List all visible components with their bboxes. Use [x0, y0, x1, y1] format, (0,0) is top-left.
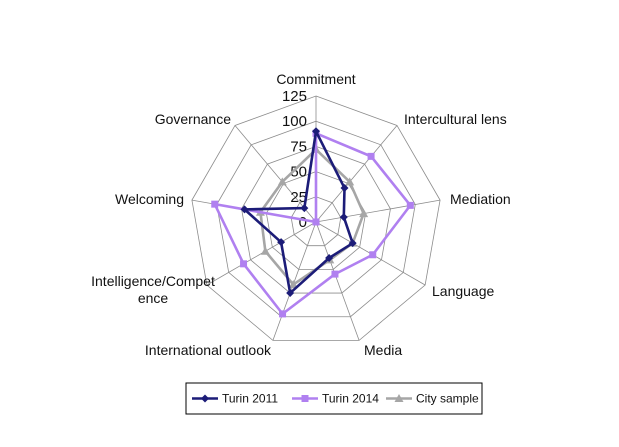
- legend-label: Turin 2011: [222, 392, 278, 406]
- grid-spoke: [206, 221, 317, 286]
- legend-item: Turin 2014: [292, 392, 379, 406]
- data-point: [260, 246, 270, 255]
- legend-label: City sample: [416, 392, 479, 406]
- grid-ring: [241, 145, 391, 294]
- series-line: [243, 129, 354, 295]
- legend: Turin 2011 Turin 2014 City sample: [185, 382, 483, 415]
- data-point: [367, 152, 375, 160]
- grid-ring: [290, 196, 342, 247]
- data-point: [394, 394, 404, 402]
- radial-tick-labels: 0 25 50 75 100 125: [282, 88, 307, 231]
- data-point: [345, 177, 355, 186]
- category-label: Commitment: [276, 71, 355, 87]
- data-point: [279, 310, 287, 318]
- data-point: [201, 394, 209, 403]
- tick-label: 50: [290, 164, 307, 181]
- category-label: Intercultural lens: [404, 111, 507, 127]
- tick-label: 0: [299, 214, 307, 231]
- category-labels: Commitment Intercultural lens Mediation Lan…: [91, 71, 511, 358]
- grid-spoke: [315, 221, 360, 341]
- data-point: [240, 260, 248, 268]
- category-label: International outlook: [145, 342, 272, 358]
- data-point: [288, 280, 298, 289]
- category-label: Mediation: [450, 191, 511, 207]
- data-point: [312, 218, 320, 226]
- legend-item: Turin 2011: [192, 392, 278, 406]
- tick-label: 25: [290, 189, 307, 206]
- data-point: [286, 289, 295, 298]
- tick-label: 125: [282, 88, 307, 105]
- data-point: [331, 270, 339, 278]
- category-label: Media: [364, 342, 402, 358]
- tick-label: 75: [290, 138, 307, 155]
- data-point: [359, 209, 369, 218]
- grid-spoke: [315, 125, 398, 223]
- data-point: [325, 253, 334, 262]
- series-turin-2011: [240, 127, 357, 298]
- data-point: [301, 395, 309, 402]
- data-point: [277, 238, 286, 247]
- data-point: [312, 127, 320, 136]
- data-point: [211, 200, 219, 208]
- grid-spoke: [272, 221, 317, 341]
- grid-ring: [191, 95, 441, 341]
- series-layer: [211, 127, 414, 318]
- tick-label: 100: [282, 113, 307, 130]
- legend-box: [185, 382, 483, 415]
- grid-ring: [216, 120, 416, 318]
- grid-spoke: [234, 125, 317, 223]
- data-point: [348, 239, 357, 248]
- legend-item: City sample: [386, 392, 479, 406]
- legend-label: Turin 2014: [322, 392, 379, 406]
- data-point: [340, 184, 349, 193]
- data-point: [300, 204, 309, 213]
- category-label: Language: [432, 283, 495, 299]
- data-point: [240, 205, 249, 214]
- data-point: [369, 251, 377, 259]
- data-point: [339, 213, 348, 222]
- category-label: Welcoming: [115, 191, 184, 207]
- grid-spoke: [315, 199, 441, 223]
- data-point: [406, 201, 414, 209]
- series-line: [213, 131, 412, 316]
- category-label: Intelligence/Compet ence: [91, 273, 215, 306]
- data-point: [277, 177, 287, 186]
- category-label: Governance: [155, 111, 231, 127]
